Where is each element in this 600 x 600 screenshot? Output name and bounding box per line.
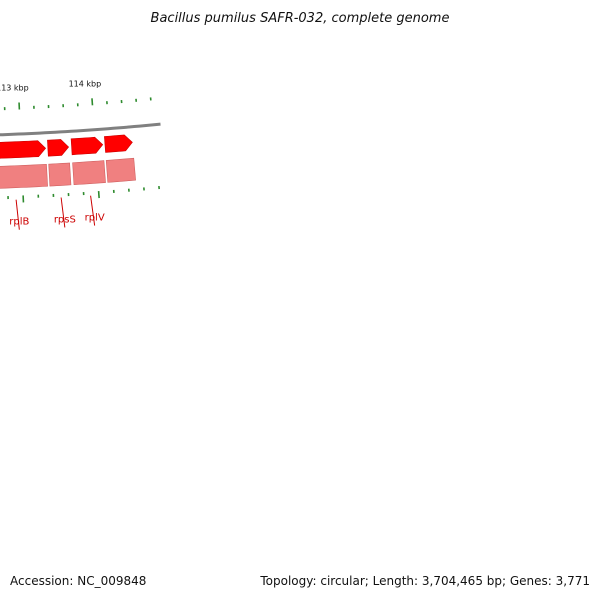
cds-block — [72, 160, 106, 186]
kbp-label: 114 kbp — [69, 79, 102, 88]
scale-labels: 107 kbp108 kbp109 kbp110 kbp111 kbp112 k… — [0, 79, 102, 93]
genome-backbone — [0, 122, 161, 137]
kbp-label: 113 kbp — [0, 84, 29, 93]
major-tick-inner — [91, 98, 94, 106]
cds-block — [48, 162, 72, 187]
gene-labels: fusAtufAybaCrpsJrplCrplDrplWrplBrpsSrplV — [9, 195, 105, 230]
cds-track — [0, 157, 136, 189]
gene-arrow — [70, 136, 104, 156]
gene-label-rplB: rplB — [9, 217, 29, 228]
inner-tick-marks — [3, 97, 152, 111]
gene-label-leader — [90, 195, 96, 226]
accession-text: Accession: NC_009848 — [10, 574, 146, 588]
gene-arrow — [0, 140, 47, 159]
gene-arrow — [47, 139, 70, 157]
outer-tick-marks — [7, 185, 160, 203]
cds-block — [0, 163, 48, 189]
gene-label-leader — [60, 197, 66, 228]
gene-label-leader — [15, 199, 20, 230]
gene-arrow — [104, 134, 133, 153]
major-tick-outer — [97, 191, 100, 199]
gene-track — [0, 134, 133, 159]
genome-title: Bacillus pumilus SAFR-032, complete geno… — [151, 11, 450, 26]
cds-block — [105, 157, 136, 183]
backbone-line — [0, 122, 161, 137]
gene-label-rplV: rplV — [85, 213, 105, 224]
gene-label-rpsS: rpsS — [54, 214, 76, 225]
genome-summary-text: Topology: circular; Length: 3,704,465 bp… — [259, 574, 590, 588]
